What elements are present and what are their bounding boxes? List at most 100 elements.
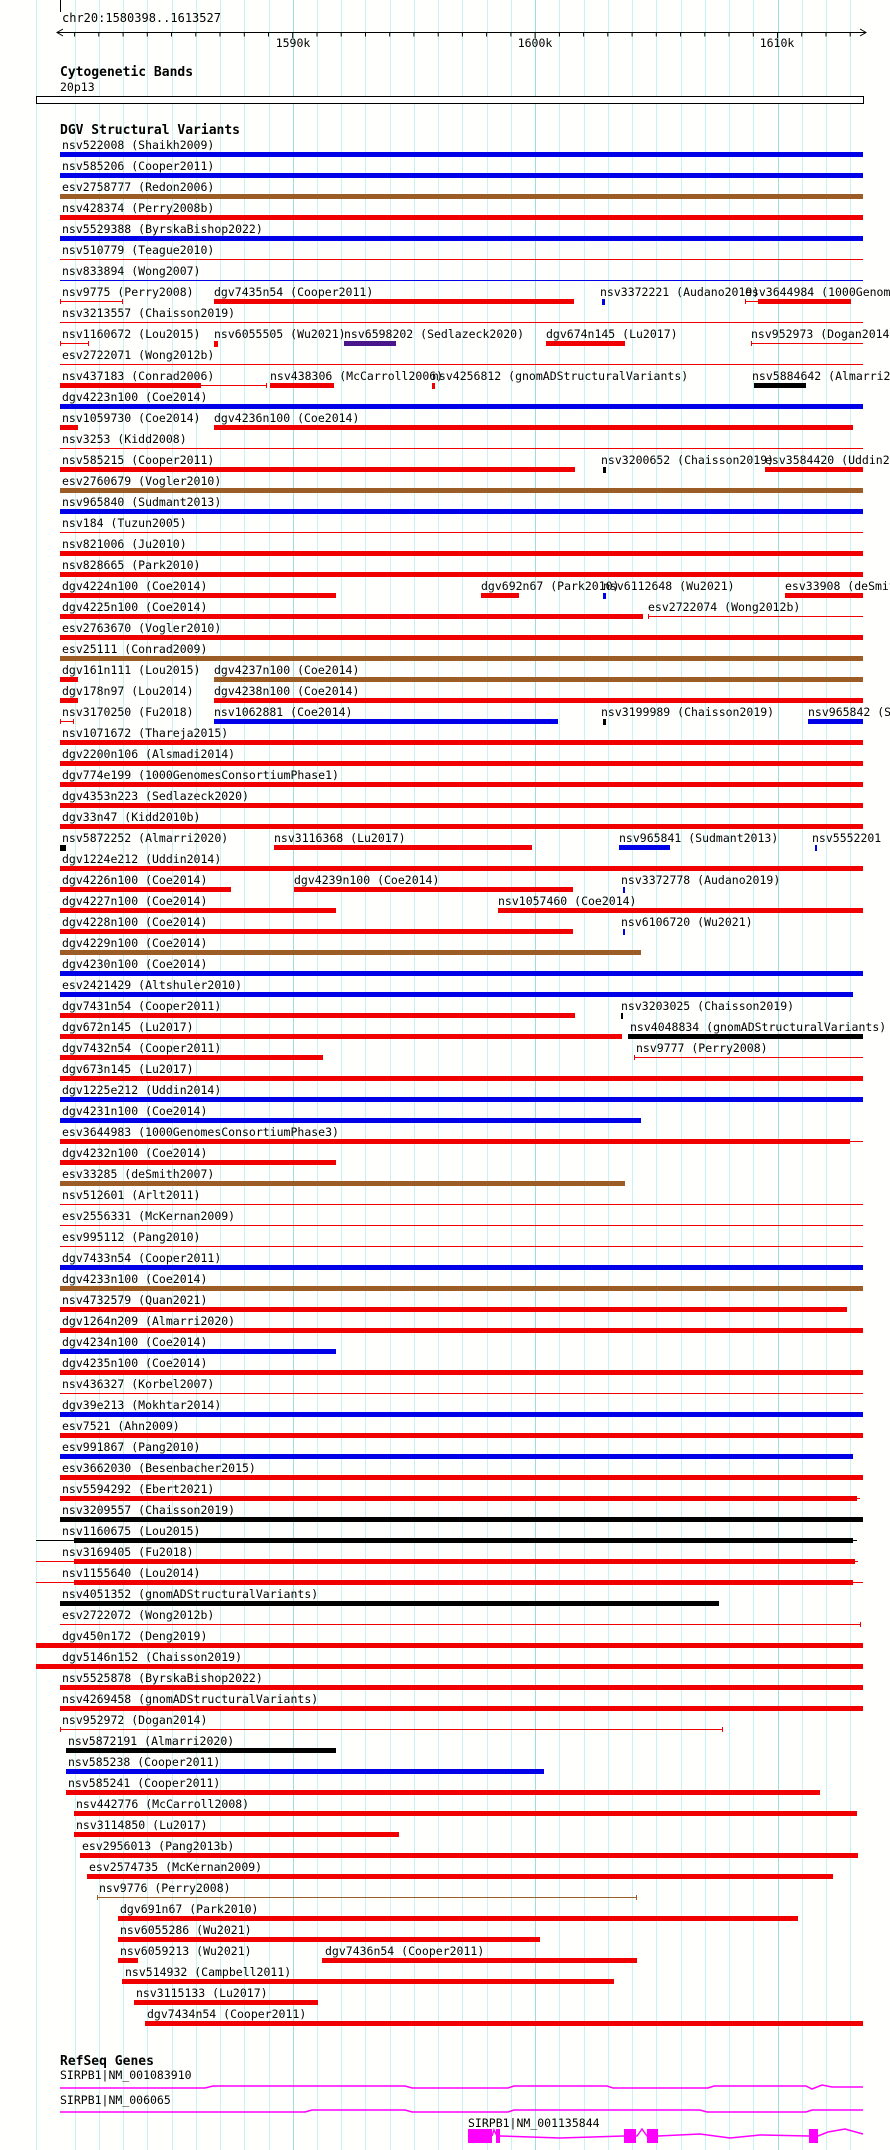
variant-bar[interactable] xyxy=(66,1790,820,1795)
variant-label[interactable]: nsv6112648 (Wu2021) xyxy=(603,579,735,593)
variant-bar[interactable] xyxy=(60,1370,863,1375)
variant-label[interactable]: nsv3170250 (Fu2018) xyxy=(62,705,194,719)
variant-bar[interactable] xyxy=(60,173,863,178)
variant-label[interactable]: nsv585238 (Cooper2011) xyxy=(68,1755,221,1769)
gene-label[interactable]: SIRPB1|NM_006065 xyxy=(60,2093,171,2107)
variant-label[interactable]: nsv585215 (Cooper2011) xyxy=(62,453,215,467)
variant-label[interactable]: dgv4230n100 (Coe2014) xyxy=(62,957,208,971)
variant-bar[interactable] xyxy=(36,1540,74,1541)
variant-label[interactable]: nsv510779 (Teague2010) xyxy=(62,243,215,257)
variant-bar[interactable] xyxy=(201,385,266,386)
variant-bar[interactable] xyxy=(274,845,532,850)
cytoband-20p13[interactable] xyxy=(36,96,864,104)
variant-bar[interactable] xyxy=(855,1561,858,1562)
variant-label[interactable]: nsv585241 (Cooper2011) xyxy=(68,1776,221,1790)
variant-bar[interactable] xyxy=(74,1559,855,1564)
variant-bar[interactable] xyxy=(60,1225,863,1226)
variant-bar[interactable] xyxy=(214,425,853,430)
variant-label[interactable]: nsv3114850 (Lu2017) xyxy=(76,1818,208,1832)
variant-label[interactable]: esv3662030 (Besenbacher2015) xyxy=(62,1461,256,1475)
variant-bar[interactable] xyxy=(60,1286,863,1291)
variant-label[interactable]: nsv5872252 (Almarri2020) xyxy=(62,831,229,845)
variant-label[interactable]: nsv514932 (Campbell2011) xyxy=(125,1965,292,1979)
variant-bar[interactable] xyxy=(60,740,863,745)
variant-bar[interactable] xyxy=(60,721,73,722)
variant-label[interactable]: nsv512601 (Arlt2011) xyxy=(62,1188,201,1202)
variant-bar[interactable] xyxy=(722,1727,723,1732)
variant-bar[interactable] xyxy=(60,1055,323,1060)
variant-label[interactable]: nsv3203025 (Chaisson2019) xyxy=(621,999,795,1013)
variant-label[interactable]: esv2763670 (Vogler2010) xyxy=(62,621,222,635)
variant-bar[interactable] xyxy=(322,1958,637,1963)
variant-label[interactable]: esv2758777 (Redon2006) xyxy=(62,180,215,194)
variant-bar[interactable] xyxy=(850,1141,863,1142)
variant-label[interactable]: nsv428374 (Perry2008b) xyxy=(62,201,215,215)
variant-label[interactable]: dgv39e213 (Mokhtar2014) xyxy=(62,1398,222,1412)
variant-label[interactable]: nsv952972 (Dogan2014) xyxy=(62,1713,208,1727)
variant-bar[interactable] xyxy=(758,299,851,304)
variant-bar[interactable] xyxy=(60,1412,863,1417)
variant-bar[interactable] xyxy=(60,1454,853,1459)
variant-bar[interactable] xyxy=(344,341,396,346)
variant-label[interactable]: dgv1264n209 (Almarri2020) xyxy=(62,1314,236,1328)
base-position-ruler[interactable] xyxy=(0,0,890,50)
variant-bar[interactable] xyxy=(853,1540,857,1541)
variant-bar[interactable] xyxy=(60,236,863,241)
variant-label[interactable]: nsv6055286 (Wu2021) xyxy=(120,1923,252,1937)
variant-bar[interactable] xyxy=(623,929,625,935)
variant-bar[interactable] xyxy=(66,1769,544,1774)
variant-label[interactable]: nsv3115133 (Lu2017) xyxy=(136,1986,268,2000)
variant-label[interactable]: dgv450n172 (Deng2019) xyxy=(62,1629,208,1643)
variant-bar[interactable] xyxy=(36,1664,863,1669)
variant-label[interactable]: nsv3213557 (Chaisson2019) xyxy=(62,306,236,320)
variant-label[interactable]: dgv1224e212 (Uddin2014) xyxy=(62,852,222,866)
variant-bar[interactable] xyxy=(432,383,435,389)
variant-bar[interactable] xyxy=(60,1706,863,1711)
variant-label[interactable]: dgv4234n100 (Coe2014) xyxy=(62,1335,208,1349)
variant-bar[interactable] xyxy=(214,698,863,703)
variant-bar[interactable] xyxy=(60,448,863,449)
variant-bar[interactable] xyxy=(60,1246,863,1247)
variant-label[interactable]: nsv3372778 (Audano2019) xyxy=(621,873,781,887)
variant-label[interactable]: esv2956013 (Pang2013b) xyxy=(82,1839,235,1853)
variant-label[interactable]: dgv4235n100 (Coe2014) xyxy=(62,1356,208,1370)
variant-bar[interactable] xyxy=(214,341,218,347)
variant-bar[interactable] xyxy=(60,343,88,344)
variant-bar[interactable] xyxy=(60,1160,336,1165)
variant-label[interactable]: dgv4236n100 (Coe2014) xyxy=(214,411,360,425)
variant-bar[interactable] xyxy=(60,1181,625,1186)
variant-label[interactable]: nsv5525878 (ByrskaBishop2022) xyxy=(62,1671,263,1685)
variant-label[interactable]: nsv6059213 (Wu2021) xyxy=(120,1944,252,1958)
variant-bar[interactable] xyxy=(60,532,863,533)
variant-label[interactable]: nsv6055505 (Wu2021) xyxy=(214,327,346,341)
variant-label[interactable]: nsv965842 (Sudmant2013) xyxy=(808,705,890,719)
variant-label[interactable]: esv991867 (Pang2010) xyxy=(62,1440,201,1454)
variant-bar[interactable] xyxy=(60,677,78,682)
variant-bar[interactable] xyxy=(853,1582,863,1583)
variant-label[interactable]: nsv3200652 (Chaisson2019) xyxy=(601,453,775,467)
variant-label[interactable]: nsv1062881 (Coe2014) xyxy=(214,705,353,719)
variant-bar[interactable] xyxy=(636,1895,637,1900)
variant-label[interactable]: nsv4051352 (gnomADStructuralVariants) xyxy=(62,1587,319,1601)
variant-label[interactable]: nsv442776 (McCarroll2008) xyxy=(76,1797,250,1811)
variant-label[interactable]: nsv9775 (Perry2008) xyxy=(62,285,194,299)
variant-bar[interactable] xyxy=(60,425,78,430)
variant-label[interactable]: nsv965840 (Sudmant2013) xyxy=(62,495,222,509)
variant-label[interactable]: nsv4732579 (Quan2021) xyxy=(62,1293,208,1307)
variant-bar[interactable] xyxy=(60,656,863,661)
variant-label[interactable]: nsv3116368 (Lu2017) xyxy=(274,831,406,845)
variant-bar[interactable] xyxy=(60,593,336,598)
variant-bar[interactable] xyxy=(634,1057,863,1058)
variant-label[interactable]: nsv1059730 (Coe2014) xyxy=(62,411,201,425)
variant-bar[interactable] xyxy=(754,383,806,388)
variant-bar[interactable] xyxy=(60,1265,863,1270)
variant-bar[interactable] xyxy=(546,341,625,346)
variant-bar[interactable] xyxy=(60,1204,863,1205)
variant-label[interactable]: nsv5872191 (Almarri2020) xyxy=(68,1734,235,1748)
variant-bar[interactable] xyxy=(74,1580,853,1585)
variant-label[interactable]: nsv1155640 (Lou2014) xyxy=(62,1566,201,1580)
variant-bar[interactable] xyxy=(60,824,863,829)
variant-bar[interactable] xyxy=(60,1601,719,1606)
variant-label[interactable]: dgv7436n54 (Cooper2011) xyxy=(325,1944,485,1958)
variant-label[interactable]: nsv5552201 (Ebert2021) xyxy=(812,831,890,845)
